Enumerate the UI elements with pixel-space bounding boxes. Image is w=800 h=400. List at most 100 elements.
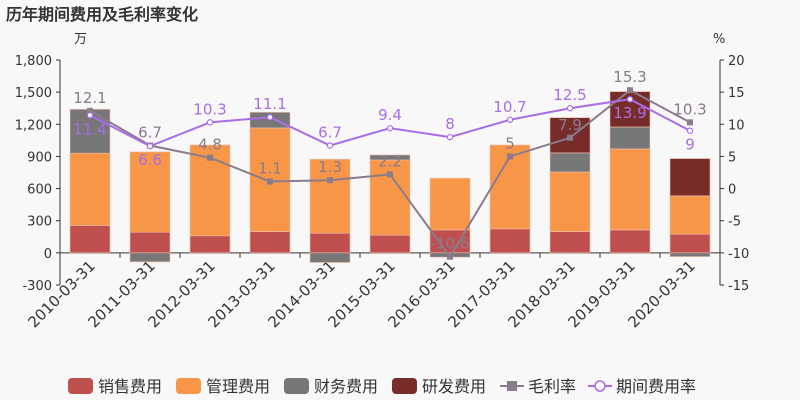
right-tick-label: 10 [728,118,745,133]
marker-毛利率 [87,107,93,114]
right-tick-label: -5 [728,215,741,230]
marker-期间费用率 [566,105,574,112]
right-tick-label: -10 [728,247,749,262]
legend-label: 销售费用 [98,377,162,396]
left-tick-label: 1,200 [15,118,52,133]
left-tick-label: 300 [27,215,52,230]
data-label-毛利率: 4.8 [198,136,222,154]
marker-期间费用率 [146,142,154,150]
data-label-期间费用率: 11.1 [253,95,286,113]
bar-销售费用 [669,233,711,254]
marker-期间费用率 [506,116,514,123]
bar-销售费用 [129,231,171,254]
legend-label: 管理费用 [206,377,270,396]
data-label-毛利率: 10.3 [673,100,706,118]
legend-circle-marker [594,380,606,392]
right-tick-label: 20 [728,54,745,69]
marker-毛利率 [567,134,573,141]
bar-销售费用 [489,228,531,254]
data-label-期间费用率: 9 [685,136,695,154]
right-unit: % [713,32,725,47]
legend-label: 期间费用率 [616,377,696,396]
legend-swatch [68,378,93,394]
bar-管理费用 [369,159,411,236]
right-tick-label: -15 [728,279,749,294]
bar-销售费用 [369,234,411,254]
marker-期间费用率 [266,114,274,121]
chart-title: 历年期间费用及毛利率变化 [6,5,198,24]
marker-毛利率 [507,153,513,160]
bar-管理费用 [549,171,591,232]
bar-财务费用 [129,252,171,263]
legend-label: 研发费用 [422,377,486,396]
data-label-期间费用率: 6.7 [318,124,342,142]
bar-财务费用 [549,152,591,173]
marker-期间费用率 [626,96,634,103]
left-tick-label: 900 [27,150,52,165]
bar-管理费用 [609,148,651,231]
marker-期间费用率 [446,133,454,141]
data-label-期间费用率: 11.4 [73,120,106,138]
data-label-期间费用率: 10.7 [493,98,526,116]
marker-毛利率 [687,119,693,126]
data-label-毛利率: 15.3 [613,68,646,86]
bar-管理费用 [309,158,351,234]
bar-财务费用 [309,252,351,263]
data-label-期间费用率: 6.6 [138,151,162,169]
marker-期间费用率 [206,119,214,126]
data-label-毛利率: 12.1 [73,89,106,107]
data-label-毛利率: 1.3 [318,158,342,176]
right-tick-label: 15 [728,86,745,101]
marker-期间费用率 [326,142,334,149]
legend-label: 毛利率 [528,377,576,396]
data-label-期间费用率: 13.9 [613,104,646,122]
legend-swatch [176,378,201,394]
bar-财务费用 [669,252,711,257]
data-label-毛利率: 5 [505,134,515,152]
bar-销售费用 [249,231,291,254]
left-tick-label: 600 [27,183,52,198]
bar-财务费用 [369,154,411,161]
bar-销售费用 [189,235,231,254]
right-tick-label: 0 [728,183,736,198]
data-label-期间费用率: 8 [445,115,455,133]
data-label-毛利率: 2.2 [378,152,402,170]
legend-swatch [284,378,309,394]
left-tick-label: 0 [44,247,52,262]
bar-财务费用 [609,126,651,150]
marker-毛利率 [627,87,633,94]
bar-销售费用 [69,225,111,254]
left-tick-label: 1,500 [15,86,52,101]
bar-销售费用 [309,232,351,254]
data-label-毛利率: -10.6 [431,235,470,253]
marker-期间费用率 [686,127,694,134]
bar-销售费用 [549,231,591,254]
marker-毛利率 [207,154,213,161]
bar-管理费用 [129,151,171,233]
data-label-毛利率: 7.9 [558,116,582,134]
marker-毛利率 [447,253,453,260]
marker-期间费用率 [86,112,94,119]
marker-期间费用率 [386,124,394,132]
bar-管理费用 [669,195,711,235]
bar-管理费用 [429,177,471,231]
data-label-毛利率: 1.1 [258,160,282,178]
data-label-期间费用率: 10.3 [193,100,226,118]
bar-销售费用 [609,229,651,254]
legend-label: 财务费用 [314,377,378,396]
marker-毛利率 [267,178,273,185]
left-tick-label: 1,800 [15,54,52,69]
legend-square-marker [507,381,517,391]
bar-研发费用 [669,158,711,197]
data-label-毛利率: 6.7 [138,124,162,142]
data-label-期间费用率: 12.5 [553,86,586,104]
right-tick-label: 5 [728,150,736,165]
data-label-期间费用率: 9.4 [378,106,402,124]
marker-毛利率 [327,177,333,184]
marker-毛利率 [387,171,393,178]
bar-管理费用 [69,152,111,226]
legend-swatch [392,378,417,394]
left-unit: 万 [74,32,87,47]
left-tick-label: -300 [22,279,52,294]
